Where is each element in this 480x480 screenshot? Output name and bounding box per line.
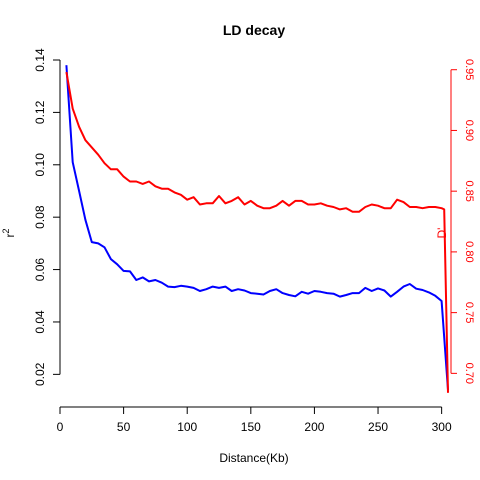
x-axis-label: Distance(Kb) bbox=[219, 451, 288, 465]
y-right-tick-label: 0.95 bbox=[463, 59, 475, 80]
y-left-tick-label: 0.06 bbox=[33, 258, 47, 282]
y-left-tick-label: 0.12 bbox=[33, 100, 47, 124]
y-right-tick-label: 0.70 bbox=[463, 363, 475, 384]
y-right-tick-label: 0.90 bbox=[463, 120, 475, 141]
y-left-tick-label: 0.08 bbox=[33, 205, 47, 229]
y-axis-left-label-superscript: 2 bbox=[1, 228, 11, 233]
y-left-tick-label: 0.04 bbox=[33, 310, 47, 334]
y-left-tick-label: 0.14 bbox=[33, 48, 47, 72]
x-tick-label: 0 bbox=[57, 420, 64, 434]
x-tick-label: 200 bbox=[304, 420, 324, 434]
x-tick-label: 50 bbox=[117, 420, 131, 434]
chart-title: LD decay bbox=[223, 22, 285, 38]
y-axis-right-ticks: 0.70 0.75 0.80 0.85 0.90 0.95 bbox=[451, 59, 475, 384]
y-left-tick-label: 0.02 bbox=[33, 362, 47, 386]
y-left-tick-label: 0.10 bbox=[33, 153, 47, 177]
y-axis-left-ticks: 0.02 0.04 0.06 0.08 0.10 0.12 0.14 bbox=[33, 48, 60, 386]
series-layer bbox=[65, 65, 449, 393]
x-tick-label: 250 bbox=[368, 420, 388, 434]
y-right-tick-label: 0.75 bbox=[463, 302, 475, 323]
y-right-tick-label: 0.85 bbox=[463, 180, 475, 201]
x-tick-label: 100 bbox=[177, 420, 197, 434]
dprime-series-line bbox=[65, 71, 449, 393]
y-right-tick-label: 0.80 bbox=[463, 241, 475, 262]
x-axis-ticks: 0 50 100 150 200 250 300 bbox=[57, 407, 452, 434]
x-tick-label: 300 bbox=[432, 420, 452, 434]
y-axis-left-label-base: r bbox=[3, 234, 17, 238]
y-axis-left-label: r2 bbox=[1, 228, 17, 237]
y-axis-right-label: D' bbox=[435, 228, 449, 239]
plot-area: 0 50 100 150 200 250 300 0.020.040.060.080.100… bbox=[33, 48, 475, 434]
x-tick-label: 150 bbox=[241, 420, 261, 434]
r2-series-line bbox=[65, 65, 449, 391]
